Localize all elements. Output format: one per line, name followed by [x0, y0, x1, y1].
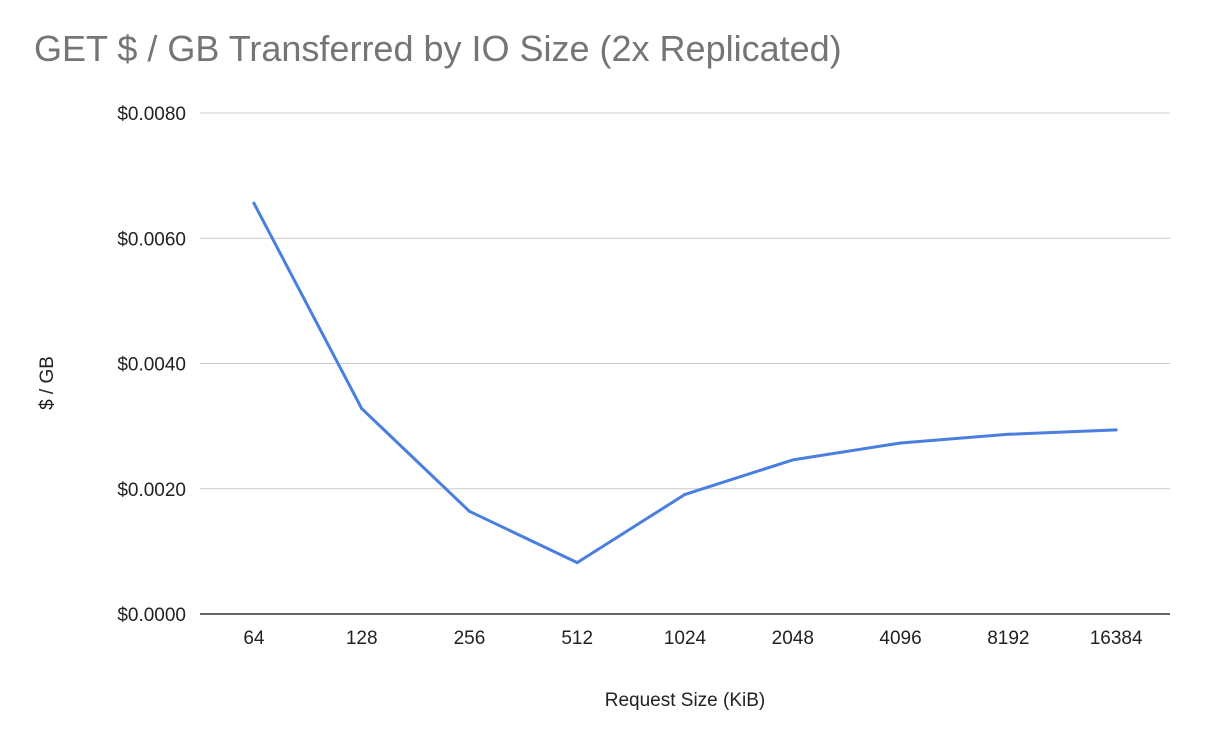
data-point [467, 509, 471, 513]
x-tick-label: 16384 [1090, 628, 1143, 649]
x-tick-label: 1024 [664, 628, 707, 649]
y-tick-label: $0.0040 [117, 355, 186, 376]
series-line [252, 201, 1118, 565]
data-point [575, 561, 579, 565]
x-tick-label: 128 [346, 628, 378, 649]
y-axis-label: $ / GB [37, 356, 58, 410]
y-tick-label: $0.0080 [117, 104, 186, 125]
data-point [1114, 428, 1118, 432]
y-tick-label: $0.0060 [117, 229, 186, 250]
data-point [360, 407, 364, 411]
y-tick-labels: $0.0000 $0.0020 $0.0040 $0.0060 $0.0080 [117, 104, 186, 626]
data-point [899, 441, 903, 445]
x-tick-label: 64 [243, 628, 265, 649]
x-axis-label: Request Size (KiB) [605, 690, 766, 711]
series-layer [252, 201, 1118, 565]
x-tick-label: 2048 [772, 628, 814, 649]
y-tick-label: $0.0000 [117, 605, 186, 626]
data-point [791, 458, 795, 462]
y-tick-label: $0.0020 [117, 480, 186, 501]
data-point [683, 492, 687, 496]
gridlines [200, 112, 1170, 490]
x-tick-label: 256 [454, 628, 486, 649]
x-tick-label: 8192 [987, 628, 1029, 649]
x-tick-label: 4096 [879, 628, 921, 649]
x-tick-labels: 64 128 256 512 1024 2048 4096 8192 16384 [243, 628, 1143, 649]
data-point [252, 201, 256, 205]
data-point [1006, 432, 1010, 436]
x-tick-label: 512 [561, 628, 593, 649]
chart-title: GET $ / GB Transferred by IO Size (2x Re… [34, 28, 842, 69]
